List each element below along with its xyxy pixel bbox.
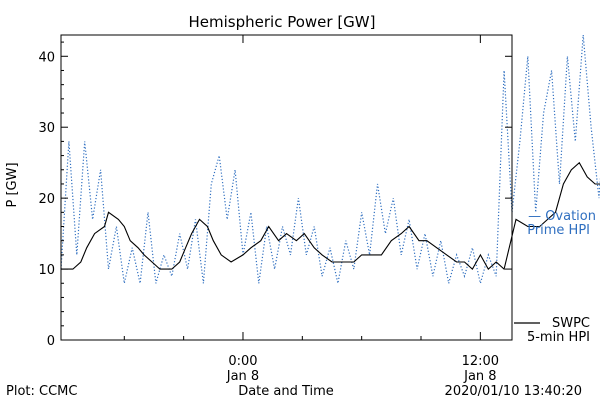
plot-timestamp: 2020/01/10 13:40:20: [445, 384, 582, 399]
series-line-swpc-5-min-hpi: [61, 161, 600, 271]
x-tick-time-label: 12:00: [462, 354, 499, 369]
legend-ovation-label: Prime HPI: [527, 223, 590, 238]
plot-lines: [60, 34, 600, 284]
plot-credit: Plot: CCMC: [6, 384, 77, 399]
y-tick-label: 10: [38, 263, 55, 278]
y-axis-label: P [GW]: [5, 162, 20, 207]
x-tick-time-label: 0:00: [228, 354, 257, 369]
y-tick-label: 40: [38, 50, 55, 65]
legend-swpc-label: 5-min HPI: [527, 330, 590, 345]
x-tick-date-label: Jan 8: [226, 369, 259, 384]
legend-swpc-label: SWPC: [552, 316, 590, 331]
y-tick-label: 20: [38, 192, 55, 207]
series-line-ovation-prime-hpi: [60, 34, 600, 284]
legend-ovation-label: — Ovation: [528, 209, 596, 224]
y-tick-label: 30: [38, 121, 55, 136]
x-axis-label: Date and Time: [238, 384, 334, 399]
y-tick-label: 0: [47, 334, 55, 349]
plot-frame: [60, 34, 513, 341]
x-tick-date-label: Jan 8: [463, 369, 496, 384]
chart-title: Hemispheric Power [GW]: [189, 13, 376, 31]
